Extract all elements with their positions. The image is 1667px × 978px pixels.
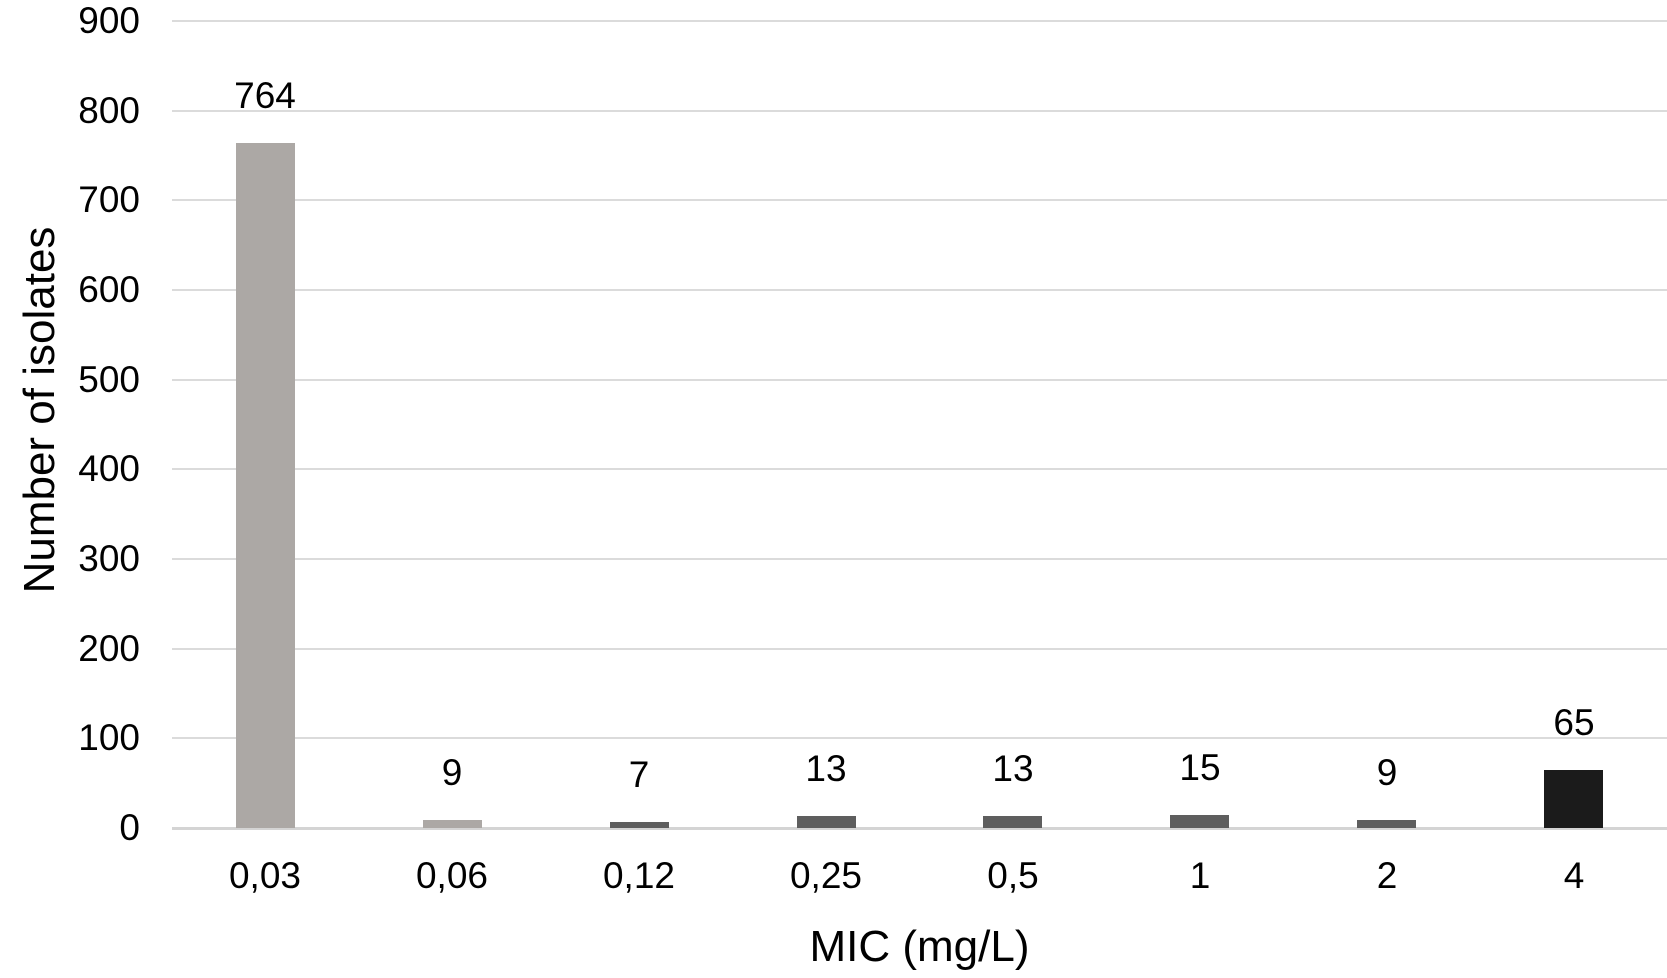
y-axis-tick-label: 800 xyxy=(78,89,140,131)
bar-0,5 xyxy=(983,816,1042,828)
bar-value-label: 65 xyxy=(1553,702,1595,743)
y-axis-tick-label: 700 xyxy=(78,179,140,221)
bar-value-label: 9 xyxy=(1376,752,1398,793)
bar-0,12 xyxy=(610,822,669,828)
bar-0,06 xyxy=(423,820,482,828)
gridline xyxy=(172,289,1667,291)
gridline xyxy=(172,468,1667,471)
x-axis-tick-label: 0,12 xyxy=(602,855,675,896)
y-axis-tick-label: 500 xyxy=(78,358,140,400)
bar-value-label: 15 xyxy=(1179,747,1221,788)
x-axis-tick-label: 0,06 xyxy=(415,855,488,896)
bar-value-label: 13 xyxy=(805,748,847,789)
x-axis-baseline xyxy=(172,827,1667,830)
x-axis-title: MIC (mg/L) xyxy=(809,922,1030,971)
gridline xyxy=(172,20,1667,22)
x-axis-tick-label: 2 xyxy=(1376,855,1398,896)
y-axis-tick-label: 600 xyxy=(78,269,140,310)
gridline xyxy=(172,737,1667,740)
gridline xyxy=(172,647,1667,650)
x-axis-tick-label: 0,25 xyxy=(789,855,862,896)
y-axis-tick-label: 900 xyxy=(78,0,140,41)
y-axis-tick-label: 400 xyxy=(78,448,140,490)
gridline xyxy=(172,378,1667,381)
x-axis-tick-label: 0,5 xyxy=(987,855,1039,896)
y-axis-tick-label: 0 xyxy=(119,807,140,848)
gridline xyxy=(172,199,1667,202)
y-axis-tick-label: 100 xyxy=(78,717,140,759)
bar-0,03 xyxy=(236,143,295,828)
y-axis-tick-label: 200 xyxy=(78,627,140,669)
bar-value-label: 13 xyxy=(992,748,1034,789)
bar-4 xyxy=(1544,770,1603,828)
bar-value-label: 7 xyxy=(628,754,650,795)
gridline xyxy=(172,109,1667,112)
bar-value-label: 764 xyxy=(234,75,296,116)
bar-2 xyxy=(1357,820,1416,828)
y-axis-tick-label: 300 xyxy=(78,538,140,579)
gridline xyxy=(172,558,1667,560)
bar-0,25 xyxy=(797,816,856,828)
bar-1 xyxy=(1170,815,1229,828)
x-axis-tick-label: 1 xyxy=(1189,855,1211,896)
bar-value-label: 9 xyxy=(441,752,463,793)
x-axis-tick-label: 0,03 xyxy=(228,855,301,896)
x-axis-tick-label: 4 xyxy=(1563,855,1585,896)
